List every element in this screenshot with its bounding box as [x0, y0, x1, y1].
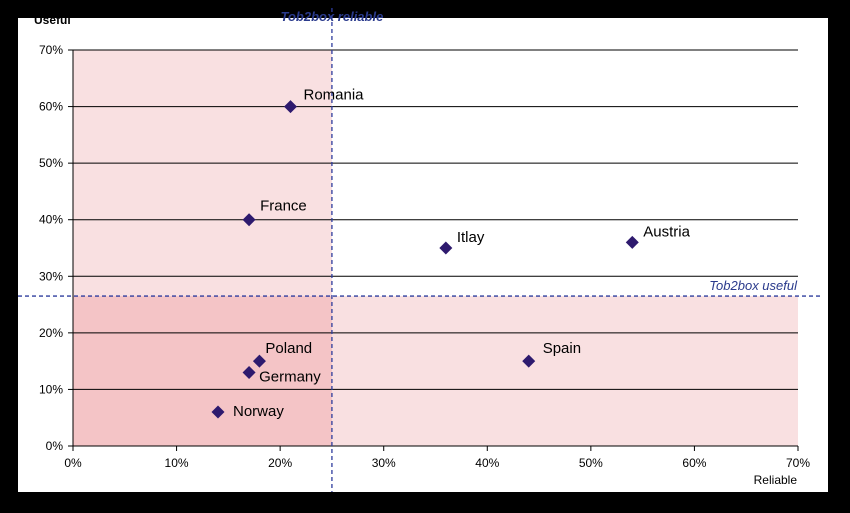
- data-point-label: Norway: [233, 403, 284, 420]
- data-point-marker: [252, 354, 266, 368]
- y-tick-label: 60%: [39, 100, 63, 114]
- quadrant-layer: [73, 50, 798, 446]
- y-tick-label: 0%: [46, 439, 64, 453]
- x-tick-label: 40%: [475, 456, 499, 470]
- data-point-marker: [522, 354, 536, 368]
- data-point-marker: [242, 213, 256, 227]
- quadrant-high-reliable-low-useful: [331, 296, 798, 446]
- x-tick-label: 20%: [268, 456, 292, 470]
- threshold-label-useful: Tob2box useful: [709, 278, 798, 293]
- y-tick-label: 70%: [39, 43, 63, 57]
- x-axis-title: Reliable: [754, 473, 798, 487]
- x-tick-label: 0%: [64, 456, 82, 470]
- data-point-marker: [439, 241, 453, 255]
- x-tick-label: 60%: [682, 456, 706, 470]
- quadrant-low-reliable-high-useful: [73, 50, 332, 297]
- data-point-marker: [242, 365, 256, 379]
- threshold-label-reliable: Tob2box reliable: [281, 9, 384, 24]
- data-point-label: Romania: [304, 87, 365, 104]
- data-point-label: Germany: [259, 368, 321, 385]
- data-point-label: France: [260, 198, 307, 215]
- data-point-marker: [211, 405, 225, 419]
- y-tick-label: 40%: [39, 213, 63, 227]
- data-point-marker: [284, 100, 297, 114]
- x-tick-label: 50%: [579, 456, 603, 470]
- data-point-label: Poland: [265, 340, 312, 357]
- gridline-layer: [73, 49, 798, 390]
- data-point-layer: Romania France Itlay Austria Poland Germany Sp…: [211, 87, 691, 420]
- x-tick-label: 70%: [786, 456, 810, 470]
- axis-label-layer: Reliable Useful: [34, 13, 797, 487]
- data-point-label: Itlay: [457, 229, 485, 246]
- axis-layer: 0% 10% 20% 30% 40% 50% 60% 70% 0% 10% 20% 30% 40% 50%…: [39, 43, 810, 470]
- data-point-label: Austria: [643, 223, 690, 240]
- data-point-label: Spain: [543, 340, 581, 357]
- x-tick-label: 10%: [165, 456, 189, 470]
- x-tick-label: 30%: [372, 456, 396, 470]
- data-point-marker: [625, 235, 639, 249]
- y-tick-label: 50%: [39, 156, 63, 170]
- y-tick-label: 20%: [39, 326, 63, 340]
- y-axis-title: Useful: [34, 13, 71, 27]
- threshold-layer: Tob2box reliable Tob2box useful: [18, 8, 820, 492]
- y-tick-label: 10%: [39, 382, 63, 396]
- y-tick-label: 30%: [39, 269, 63, 283]
- quadrant-low-reliable-low-useful: [73, 296, 332, 446]
